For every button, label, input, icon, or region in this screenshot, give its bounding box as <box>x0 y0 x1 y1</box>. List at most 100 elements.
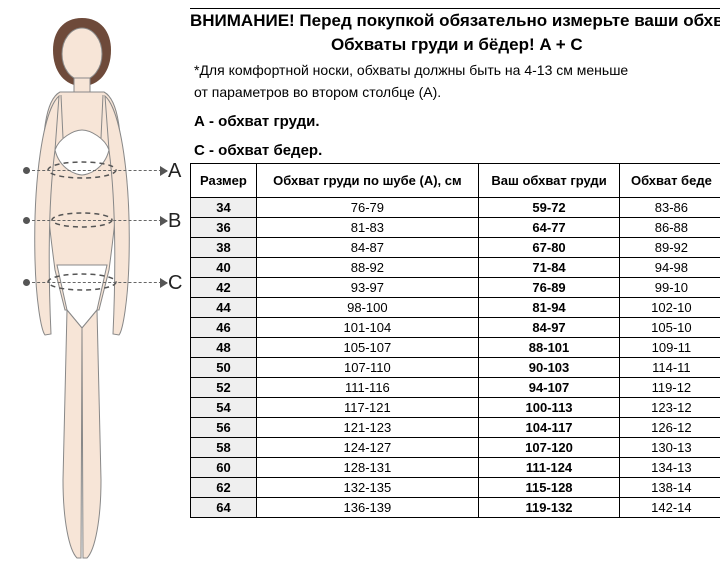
measure-label-a: A <box>168 160 181 183</box>
measure-line-a <box>27 170 167 171</box>
col-bust-coat: Обхват груди по шубе (А), см <box>256 164 478 198</box>
cell-value: 105-107 <box>256 338 478 358</box>
cell-value: 94-107 <box>478 378 619 398</box>
subtitle: Обхваты груди и бёдер! A + C <box>190 33 720 59</box>
cell-value: 132-135 <box>256 478 478 498</box>
table-row: 3476-7959-7283-86 <box>191 198 720 218</box>
table-row: 56121-123104-117126-12 <box>191 418 720 438</box>
warning-title: ВНИМАНИЕ! Перед покупкой обязательно изм… <box>190 9 720 33</box>
table-row: 64136-139119-132142-14 <box>191 498 720 518</box>
cell-value: 90-103 <box>478 358 619 378</box>
cell-value: 111-116 <box>256 378 478 398</box>
note-line-2: от параметров во втором столбце (А). <box>190 81 720 103</box>
cell-value: 128-131 <box>256 458 478 478</box>
col-your-bust: Ваш обхват груди <box>478 164 619 198</box>
note-line-1: *Для комфортной носки, обхваты должны бы… <box>190 59 720 81</box>
cell-value: 114-11 <box>620 358 720 378</box>
cell-value: 81-94 <box>478 298 619 318</box>
cell-value: 93-97 <box>256 278 478 298</box>
cell-value: 138-14 <box>620 478 720 498</box>
table-row: 54117-121100-113123-12 <box>191 398 720 418</box>
cell-value: 76-89 <box>478 278 619 298</box>
table-header-row: Размер Обхват груди по шубе (А), см Ваш … <box>191 164 720 198</box>
cell-size: 48 <box>191 338 257 358</box>
cell-value: 101-104 <box>256 318 478 338</box>
measure-line-b <box>27 220 167 221</box>
cell-value: 134-13 <box>620 458 720 478</box>
cell-value: 64-77 <box>478 218 619 238</box>
cell-size: 58 <box>191 438 257 458</box>
cell-value: 126-12 <box>620 418 720 438</box>
cell-size: 42 <box>191 278 257 298</box>
cell-value: 104-117 <box>478 418 619 438</box>
cell-value: 88-101 <box>478 338 619 358</box>
cell-size: 44 <box>191 298 257 318</box>
cell-value: 102-10 <box>620 298 720 318</box>
cell-value: 124-127 <box>256 438 478 458</box>
table-row: 4498-10081-94102-10 <box>191 298 720 318</box>
cell-value: 86-88 <box>620 218 720 238</box>
cell-size: 36 <box>191 218 257 238</box>
cell-size: 50 <box>191 358 257 378</box>
table-row: 3884-8767-8089-92 <box>191 238 720 258</box>
table-row: 60128-131111-124134-13 <box>191 458 720 478</box>
cell-size: 38 <box>191 238 257 258</box>
cell-value: 117-121 <box>256 398 478 418</box>
cell-size: 60 <box>191 458 257 478</box>
cell-size: 52 <box>191 378 257 398</box>
cell-value: 76-79 <box>256 198 478 218</box>
size-table: Размер Обхват груди по шубе (А), см Ваш … <box>190 163 720 518</box>
cell-value: 89-92 <box>620 238 720 258</box>
body-figure: A B C <box>5 10 160 570</box>
section-a-label: А - обхват груди. <box>190 103 720 136</box>
table-row: 62132-135115-128138-14 <box>191 478 720 498</box>
cell-value: 100-113 <box>478 398 619 418</box>
cell-value: 105-10 <box>620 318 720 338</box>
cell-value: 88-92 <box>256 258 478 278</box>
cell-value: 84-87 <box>256 238 478 258</box>
cell-value: 111-124 <box>478 458 619 478</box>
cell-value: 130-13 <box>620 438 720 458</box>
cell-value: 109-11 <box>620 338 720 358</box>
measure-label-b: B <box>168 210 181 233</box>
cell-value: 81-83 <box>256 218 478 238</box>
cell-size: 46 <box>191 318 257 338</box>
cell-size: 34 <box>191 198 257 218</box>
cell-size: 62 <box>191 478 257 498</box>
cell-value: 119-12 <box>620 378 720 398</box>
cell-value: 107-120 <box>478 438 619 458</box>
cell-value: 99-10 <box>620 278 720 298</box>
cell-size: 56 <box>191 418 257 438</box>
table-row: 50107-11090-103114-11 <box>191 358 720 378</box>
measure-label-c: C <box>168 272 182 295</box>
cell-size: 54 <box>191 398 257 418</box>
section-c-label: С - обхват бедер. <box>190 136 720 163</box>
table-row: 4088-9271-8494-98 <box>191 258 720 278</box>
cell-value: 115-128 <box>478 478 619 498</box>
cell-value: 98-100 <box>256 298 478 318</box>
cell-value: 83-86 <box>620 198 720 218</box>
cell-value: 71-84 <box>478 258 619 278</box>
table-row: 48105-10788-101109-11 <box>191 338 720 358</box>
measure-line-c <box>27 282 167 283</box>
cell-value: 84-97 <box>478 318 619 338</box>
figure-column: A B C <box>0 0 190 581</box>
cell-size: 64 <box>191 498 257 518</box>
cell-value: 121-123 <box>256 418 478 438</box>
cell-value: 59-72 <box>478 198 619 218</box>
cell-value: 94-98 <box>620 258 720 278</box>
table-row: 46101-10484-97105-10 <box>191 318 720 338</box>
cell-value: 142-14 <box>620 498 720 518</box>
cell-value: 136-139 <box>256 498 478 518</box>
cell-value: 119-132 <box>478 498 619 518</box>
cell-value: 67-80 <box>478 238 619 258</box>
content-column: ВНИМАНИЕ! Перед покупкой обязательно изм… <box>190 0 720 581</box>
table-row: 58124-127107-120130-13 <box>191 438 720 458</box>
table-row: 4293-9776-8999-10 <box>191 278 720 298</box>
cell-size: 40 <box>191 258 257 278</box>
table-row: 52111-11694-107119-12 <box>191 378 720 398</box>
cell-value: 123-12 <box>620 398 720 418</box>
table-row: 3681-8364-7786-88 <box>191 218 720 238</box>
col-hip: Обхват беде <box>620 164 720 198</box>
col-size: Размер <box>191 164 257 198</box>
